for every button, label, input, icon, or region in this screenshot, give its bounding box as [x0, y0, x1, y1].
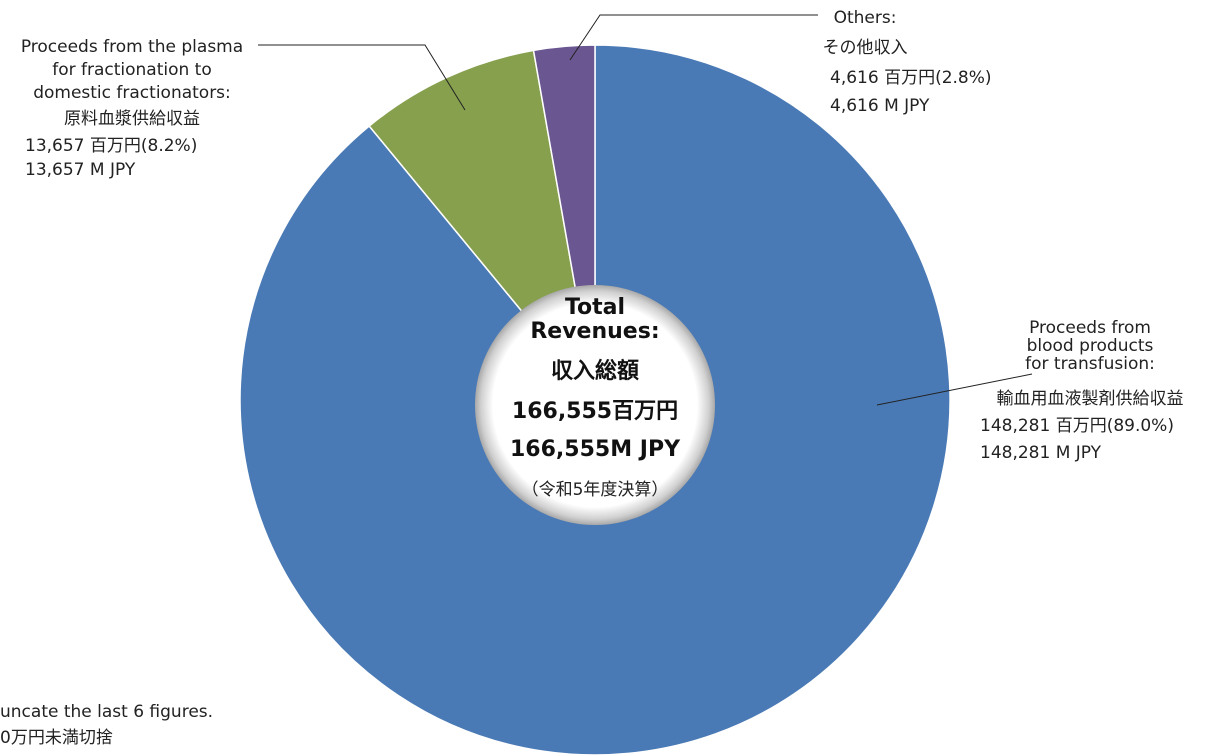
center-text: 166,555M JPY [510, 437, 681, 462]
center-text: 166,555百万円 [512, 399, 678, 424]
value-label-en: 13,657 M JPY [25, 160, 136, 180]
slice-label: その他収入 [823, 38, 908, 58]
center-text: Total [565, 295, 625, 320]
leader-line [258, 44, 466, 111]
value-label: 4,616 百万円(2.8%) [830, 68, 992, 88]
slice-label: 輸血用血液製剤供給収益 [997, 389, 1184, 409]
slice-label: Proceeds from [1029, 318, 1151, 338]
value-label-en: 148,281 M JPY [980, 443, 1102, 463]
footnote: 0万円未満切捨 [0, 728, 113, 748]
leader-line [569, 14, 818, 61]
center-text: 収入総額 [551, 358, 639, 384]
leader-line [876, 373, 1033, 406]
slice-label: 原料血漿供給収益 [64, 109, 200, 129]
slice-label: for fractionation to [52, 60, 212, 80]
value-label: 148,281 百万円(89.0%) [980, 416, 1174, 436]
value-label: 13,657 百万円(8.2%) [25, 136, 197, 156]
slice-label: blood products [1027, 336, 1154, 356]
center-text: （令和5年度決算） [522, 480, 669, 500]
center-text: Revenues: [530, 319, 659, 344]
value-label-en: 4,616 M JPY [830, 96, 930, 116]
footnote: uncate the last 6 figures. [0, 702, 213, 722]
slice-label: Proceeds from the plasma [21, 37, 243, 57]
slice-label: for transfusion: [1025, 354, 1155, 374]
center-disc [475, 285, 715, 525]
slice-label: Others: [834, 8, 897, 28]
slice-label: domestic fractionators: [33, 83, 231, 103]
